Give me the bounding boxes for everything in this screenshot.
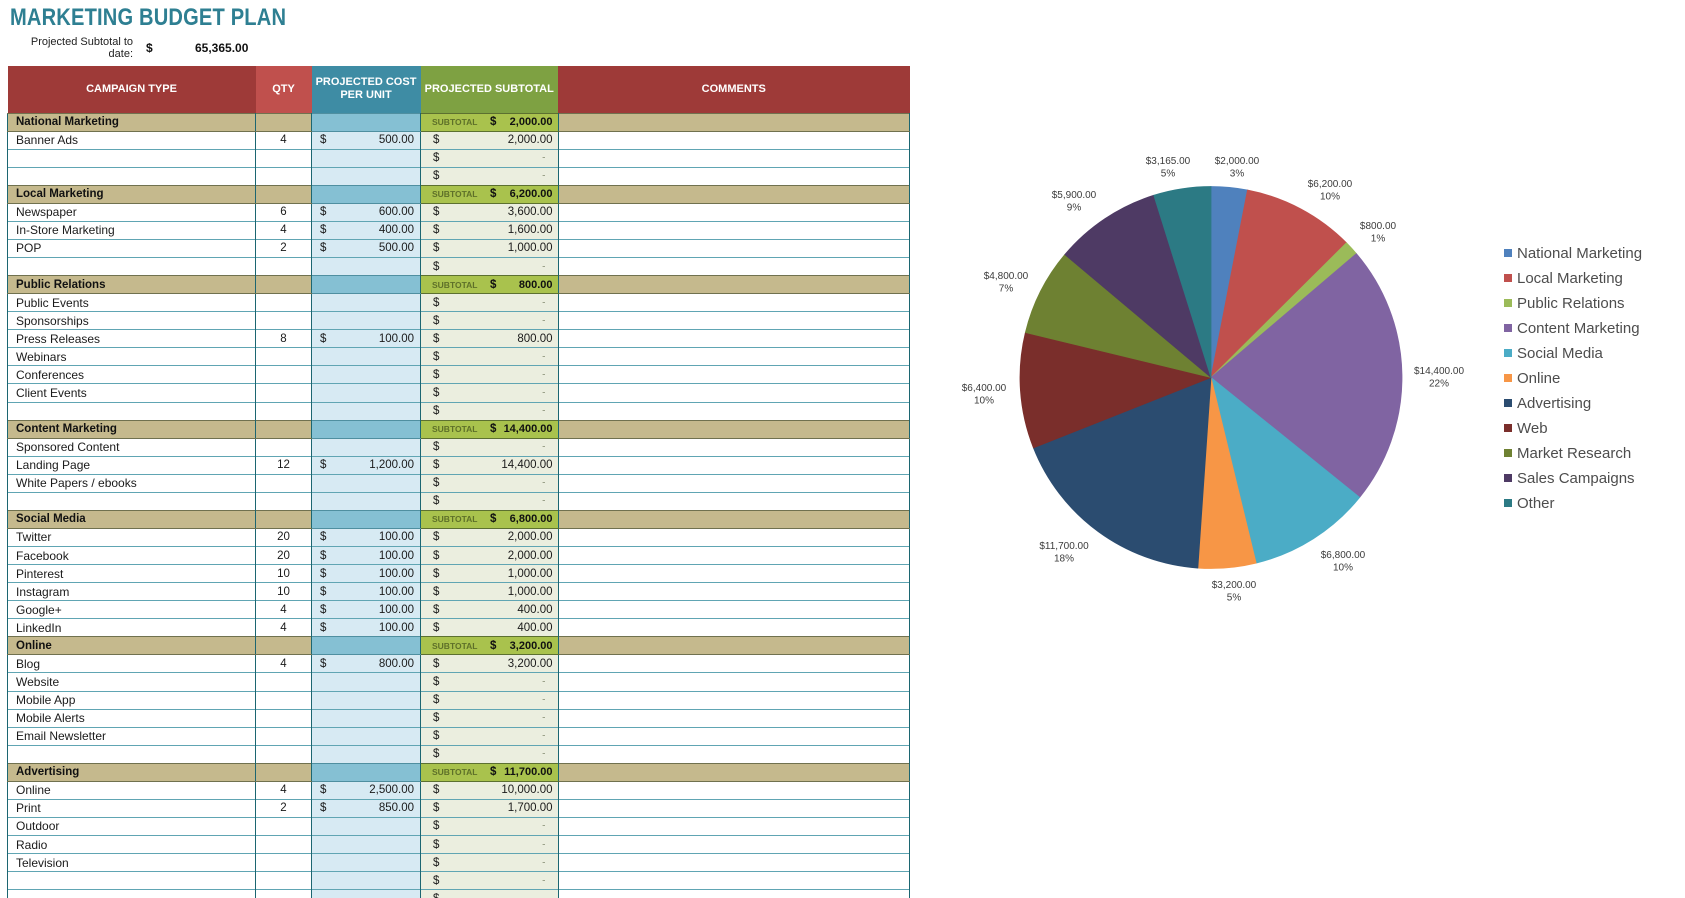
svg-text:18%: 18% — [1054, 554, 1074, 565]
svg-text:22%: 22% — [1429, 379, 1449, 390]
svg-text:$14,400.00: $14,400.00 — [1414, 366, 1464, 377]
svg-text:$800.00: $800.00 — [1360, 221, 1397, 232]
svg-text:$5,900.00: $5,900.00 — [1052, 190, 1097, 201]
svg-text:$3,165.00: $3,165.00 — [1146, 156, 1191, 167]
svg-text:$6,200.00: $6,200.00 — [1308, 179, 1353, 190]
svg-text:$6,800.00: $6,800.00 — [1321, 550, 1366, 561]
svg-text:National Marketing: National Marketing — [1517, 245, 1642, 262]
svg-text:$11,700.00: $11,700.00 — [1039, 541, 1089, 552]
svg-text:Other: Other — [1517, 495, 1555, 512]
svg-text:9%: 9% — [1067, 203, 1082, 214]
svg-text:Market Research: Market Research — [1517, 445, 1631, 462]
svg-text:1%: 1% — [1371, 234, 1386, 245]
svg-text:10%: 10% — [974, 396, 994, 407]
svg-text:Online: Online — [1517, 370, 1560, 387]
svg-text:Web: Web — [1517, 420, 1548, 437]
svg-text:Sales Campaigns: Sales Campaigns — [1517, 470, 1635, 487]
svg-text:$6,400.00: $6,400.00 — [962, 383, 1007, 394]
svg-text:10%: 10% — [1320, 192, 1340, 203]
svg-text:5%: 5% — [1227, 593, 1242, 604]
svg-text:Advertising: Advertising — [1517, 395, 1591, 412]
svg-text:5%: 5% — [1161, 169, 1176, 180]
svg-text:$3,200.00: $3,200.00 — [1212, 580, 1257, 591]
svg-text:Public Relations: Public Relations — [1517, 295, 1625, 312]
svg-text:7%: 7% — [999, 284, 1014, 295]
svg-text:10%: 10% — [1333, 563, 1353, 574]
svg-text:Local Marketing: Local Marketing — [1517, 270, 1623, 287]
svg-text:Social Media: Social Media — [1517, 345, 1604, 362]
svg-text:$4,800.00: $4,800.00 — [984, 271, 1029, 282]
svg-text:$2,000.00: $2,000.00 — [1215, 156, 1260, 167]
svg-text:3%: 3% — [1230, 169, 1245, 180]
svg-text:Content Marketing: Content Marketing — [1517, 320, 1640, 337]
